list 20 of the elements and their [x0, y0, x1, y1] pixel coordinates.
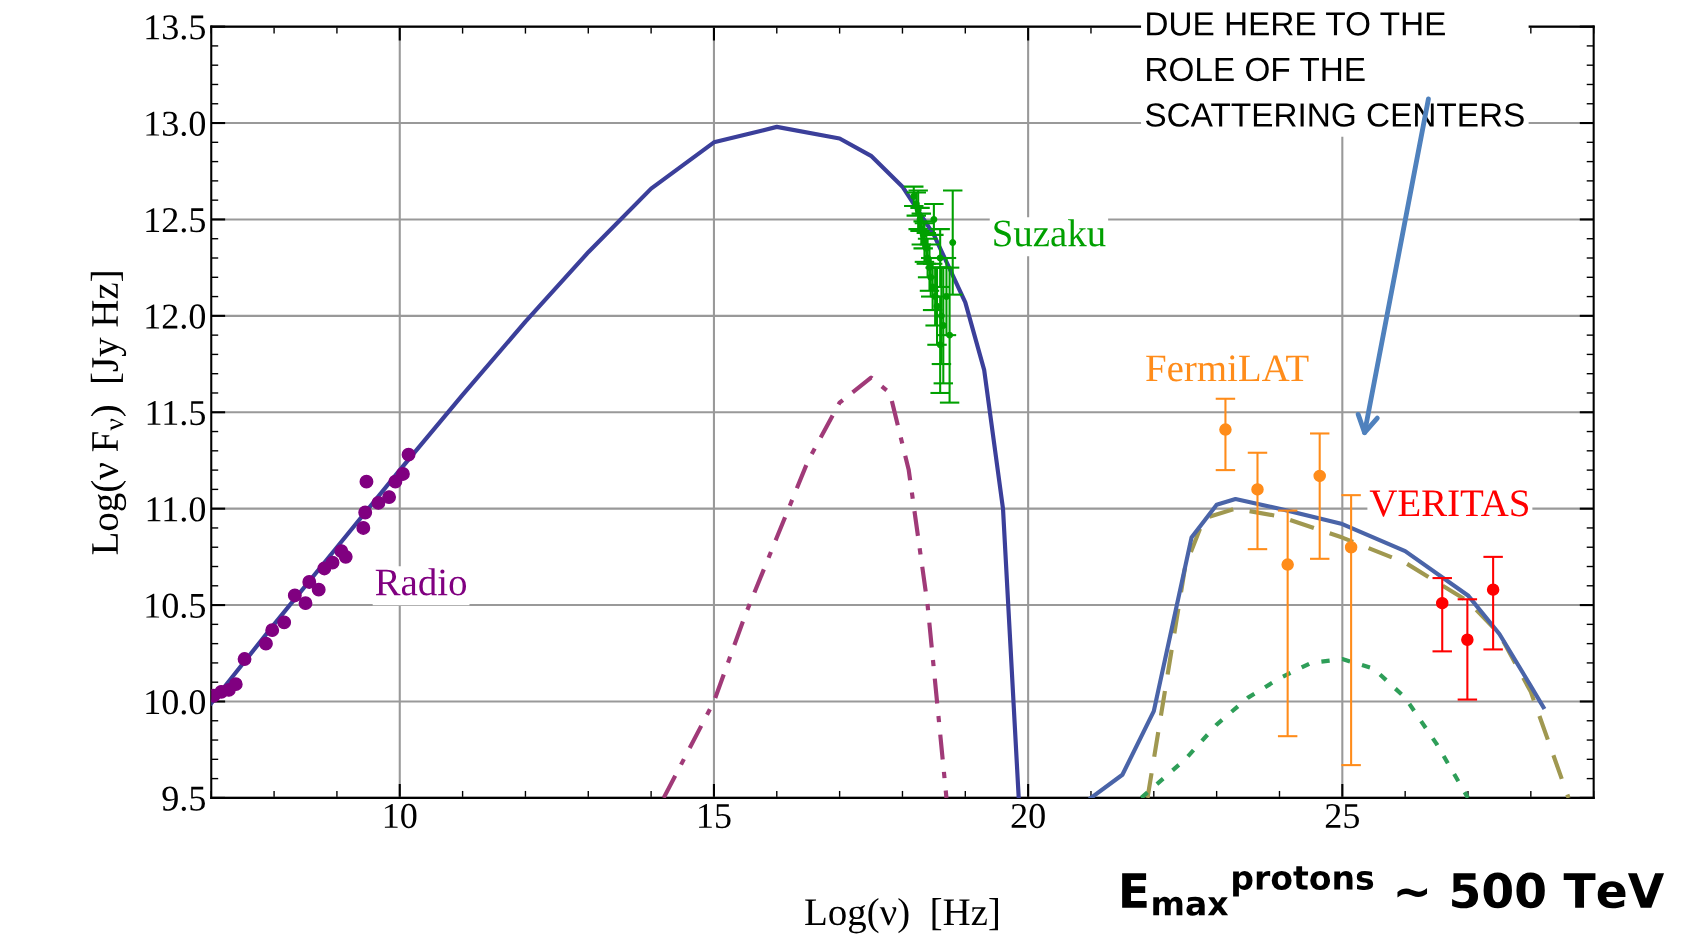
series-label: Radio — [375, 568, 467, 596]
y-tick-label: 11.0 — [147, 497, 206, 522]
series-label: Suzaku — [994, 219, 1106, 247]
x-tick-label: 25 — [1325, 803, 1359, 829]
series-label: VERITAS — [1369, 490, 1529, 517]
text: E$_{max}$$^{protons}$ ~ 500 TeV — [1122, 866, 1665, 916]
y-tick-label: 12.5 — [146, 208, 205, 233]
y-tick-label: 13.0 — [146, 111, 206, 137]
y-tick-label: 9.5 — [162, 786, 205, 811]
y-tick-label: 13.5 — [146, 15, 205, 40]
y-tick-label: 12.0 — [146, 304, 206, 329]
y-tick-label: 10.5 — [146, 593, 205, 619]
x-tick-label: 20 — [1011, 803, 1045, 829]
x-axis-title: Log(ν) [Hz] — [805, 898, 998, 934]
y-tick-label: 10.0 — [146, 690, 206, 715]
x-tick-label: 10 — [384, 803, 417, 829]
y-tick-label: 11.5 — [147, 400, 205, 426]
y-axis-title: Log(ν F$_{ν}$) [Jy Hz] — [90, 272, 127, 555]
series-label: FermiLAT — [1146, 355, 1309, 382]
x-tick-label: 15 — [699, 803, 731, 829]
